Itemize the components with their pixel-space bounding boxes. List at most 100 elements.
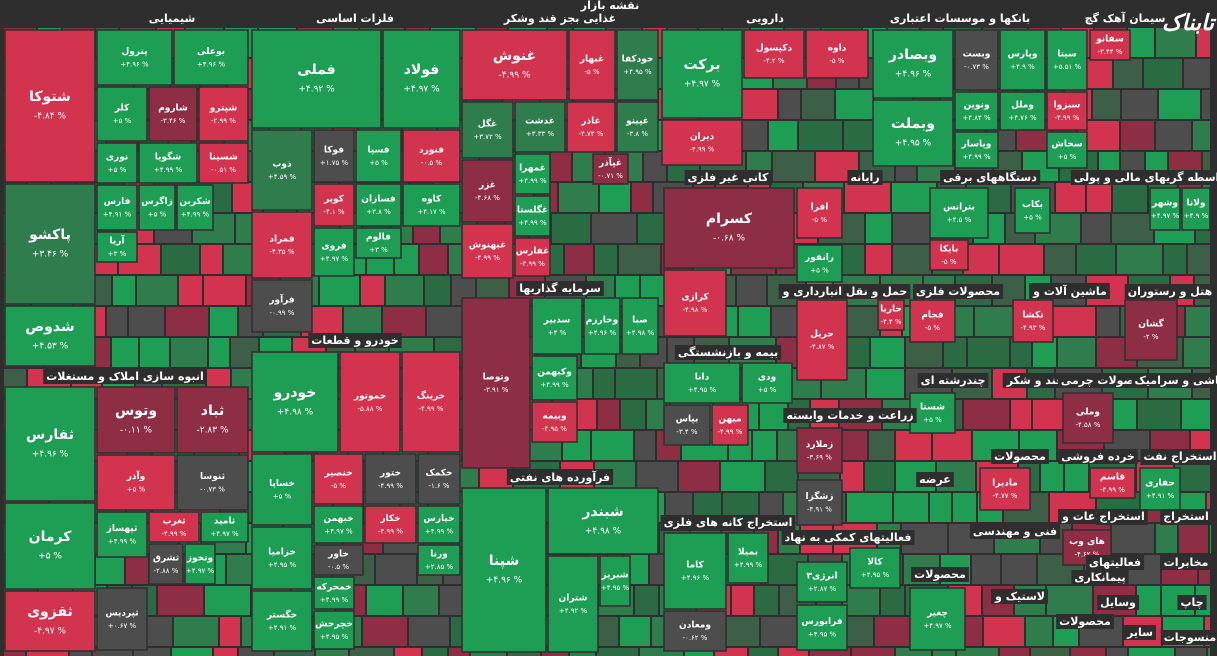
filler-tile: [621, 400, 645, 429]
stock-tile: [954, 29, 999, 91]
filler-tile: [320, 276, 359, 305]
stock-change: +۴.۹۹ %: [181, 211, 210, 219]
stock-change: -۰.۷۱ %: [598, 172, 623, 180]
stock-symbol: رانفور: [804, 253, 834, 263]
filler-tile: [1207, 493, 1210, 522]
filler-tile: [1122, 90, 1157, 119]
filler-tile: [275, 648, 314, 656]
stock-symbol: دیران: [690, 132, 715, 142]
stock-symbol: زاگرس: [141, 195, 173, 207]
stock-tile: [872, 29, 954, 99]
stock-tile: [96, 454, 176, 511]
stock-change: -۰.۱۱ %: [120, 426, 152, 436]
filler-tile: [316, 648, 348, 656]
filler-tile: [953, 493, 976, 522]
header-background: [1058, 449, 1138, 464]
stock-tile: [96, 511, 148, 558]
filler-tile: [753, 431, 776, 460]
stock-symbol: سبزوا: [1054, 101, 1081, 111]
header-background: [1057, 373, 1153, 388]
filler-tile: [1047, 586, 1092, 615]
stock-change: -۴.۸۷ %: [810, 343, 835, 351]
filler-tile: [865, 462, 894, 491]
header-background: [1131, 373, 1217, 388]
stock-change: +۴.۵ %: [947, 216, 972, 224]
stock-symbol: شستا: [920, 403, 945, 413]
filler-tile: [420, 245, 447, 274]
stock-symbol: شاروم: [158, 104, 188, 114]
stock-change: +۴.۹۶ %: [895, 70, 932, 80]
stock-tile: [200, 511, 249, 543]
stock-change: -۳.۹۱ %: [484, 386, 509, 394]
filler-tile: [96, 555, 124, 584]
stock-tile: [251, 453, 313, 526]
filler-tile: [1156, 121, 1191, 150]
header-background: [991, 449, 1049, 464]
sector-header: وسایل: [1100, 596, 1136, 609]
stock-tile: [96, 86, 148, 142]
stock-change: +۴.۹۲ %: [559, 607, 588, 615]
stock-tile: [1062, 392, 1114, 444]
filler-tile: [679, 462, 719, 491]
stock-change: -۵ %: [829, 57, 845, 65]
stock-change: -۴.۹۹ %: [475, 254, 500, 262]
filler-tile: [559, 183, 598, 212]
header-background: [917, 373, 989, 388]
filler-tile: [201, 245, 222, 274]
sector-header: استخراج کانه های فلزی: [664, 516, 793, 530]
filler-tile: [363, 617, 407, 646]
header-background: [1140, 449, 1217, 465]
filler-tile: [140, 338, 169, 367]
filler-tile: [386, 276, 423, 305]
stock-tile: [1046, 91, 1088, 131]
stock-tile: [531, 297, 583, 355]
sector-header: دارویی: [746, 12, 784, 25]
stock-symbol: خکمک: [426, 469, 453, 479]
filler-tile: [1203, 152, 1210, 181]
stock-symbol: سفانو: [1095, 35, 1124, 45]
header-background: [1070, 170, 1217, 185]
sector-header: ماشین آلات و: [1032, 284, 1107, 298]
filler-tile: [685, 648, 713, 656]
filler-tile: [957, 648, 998, 656]
filler-tile: [760, 493, 782, 522]
header-background: [516, 281, 604, 296]
stock-tile: [1124, 299, 1178, 361]
stock-tile: [796, 187, 843, 239]
filler-tile: [619, 245, 660, 274]
filler-tile: [1082, 214, 1110, 243]
filler-tile: [220, 617, 240, 646]
stock-symbol: ورنا: [430, 550, 448, 560]
map-title: نقشه بازار: [580, 0, 639, 12]
filler-tile: [594, 369, 614, 398]
stock-symbol: خچرخش: [315, 620, 353, 630]
stock-symbol: افرا: [811, 203, 829, 213]
header-background: [1029, 283, 1110, 299]
stock-symbol: کالا: [867, 558, 883, 568]
stock-tile: [663, 404, 711, 446]
stock-tile: [796, 299, 848, 381]
filler-tile: [893, 214, 930, 243]
header-background: [308, 333, 402, 348]
stock-tile: [461, 29, 568, 101]
sector-header: کانی غیر فلزی: [688, 171, 770, 184]
stock-symbol: سدبیر: [543, 316, 571, 326]
stock-tile: [872, 99, 954, 167]
filler-tile: [1176, 648, 1206, 656]
stock-symbol: غفارس: [516, 247, 550, 257]
stock-tile: [251, 351, 339, 453]
filler-tile: [1179, 524, 1208, 553]
stock-change: -۰.۵۱ %: [211, 166, 236, 174]
filler-tile: [129, 307, 164, 336]
stock-tile: [514, 153, 551, 195]
stock-change: -۰.۵ %: [328, 563, 349, 571]
stock-symbol: دکپسول: [756, 44, 793, 54]
stock-symbol: ثقزوی: [27, 604, 73, 620]
stock-change: -۴.۹۷ %: [34, 627, 66, 637]
stock-change: -۴.۶۸ %: [475, 194, 500, 202]
filler-tile: [1041, 462, 1063, 491]
filler-tile: [773, 152, 814, 181]
stock-tile: [461, 101, 514, 159]
stock-change: +۳ %: [108, 250, 127, 258]
stock-change: -۰.۷۳ %: [964, 63, 989, 71]
